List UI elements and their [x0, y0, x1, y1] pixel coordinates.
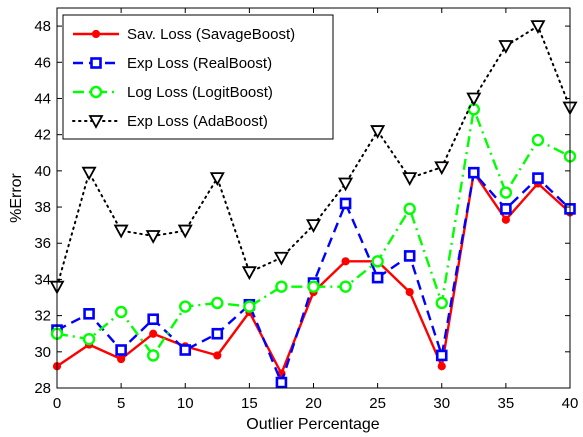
x-tick-label: 5 — [117, 395, 125, 412]
data-point — [499, 186, 513, 199]
data-point — [339, 197, 352, 210]
data-point — [209, 172, 225, 186]
legend-label: Exp Loss (AdaBoost) — [127, 113, 268, 130]
x-tick-label: 20 — [305, 395, 322, 412]
y-tick-label: 32 — [34, 308, 51, 325]
data-point — [275, 280, 288, 293]
legend-item: Log Loss (LogitBoost) — [73, 84, 273, 101]
data-point — [115, 344, 127, 356]
y-axis-label: %Error — [8, 172, 25, 222]
data-point — [275, 376, 288, 389]
data-point — [211, 296, 224, 310]
data-point — [179, 300, 192, 313]
x-tick-label: 15 — [241, 395, 258, 412]
legend-marker — [91, 29, 101, 39]
data-point — [341, 257, 350, 266]
data-point — [149, 329, 158, 338]
data-point — [146, 349, 160, 362]
data-point — [339, 280, 352, 293]
data-point — [81, 166, 97, 181]
legend-label: Log Loss (LogitBoost) — [127, 84, 273, 101]
y-tick-label: 44 — [34, 90, 51, 107]
series-layer — [49, 20, 578, 389]
data-point — [114, 305, 128, 319]
x-tick-label: 40 — [562, 395, 579, 412]
data-point — [437, 362, 446, 371]
data-point — [338, 177, 354, 192]
data-point — [402, 172, 418, 186]
legend-label: Sav. Loss (SavageBoost) — [127, 26, 295, 43]
data-point — [211, 327, 224, 340]
data-point — [466, 92, 482, 107]
data-point — [403, 250, 416, 262]
data-point — [532, 172, 544, 184]
data-point — [83, 308, 95, 320]
x-tick-label: 10 — [177, 395, 194, 412]
y-tick-label: 36 — [34, 235, 51, 252]
legend-marker — [90, 57, 102, 69]
legend-item: Exp Loss (AdaBoost) — [72, 113, 268, 130]
data-point — [305, 219, 322, 234]
data-point — [435, 296, 448, 310]
data-point — [243, 300, 256, 313]
data-point — [498, 40, 514, 54]
y-tick-label: 46 — [34, 54, 51, 71]
x-tick-label: 25 — [369, 395, 386, 412]
data-point — [113, 224, 129, 239]
y-tick-label: 30 — [34, 344, 51, 361]
data-point — [117, 354, 126, 364]
data-point — [82, 332, 96, 346]
data-point — [307, 280, 320, 293]
y-tick-label: 48 — [34, 18, 51, 35]
legend: Sav. Loss (SavageBoost) Exp Loss (RealBoo… — [62, 14, 334, 140]
data-point — [434, 161, 450, 176]
data-point — [468, 166, 480, 179]
legend-item: Sav. Loss (SavageBoost) — [73, 26, 295, 43]
y-tick-label: 42 — [34, 127, 51, 144]
y-tick-label: 34 — [34, 271, 51, 288]
data-point — [370, 125, 386, 139]
data-point — [213, 351, 222, 360]
ticks-layer: 0 5 10 15 20 25 30 35 40 28 30 32 34 36 38 40 42 44 46 48 — [34, 8, 578, 412]
y-tick-label: 38 — [34, 199, 51, 216]
x-axis-label: Outlier Percentage — [246, 416, 380, 433]
data-point — [177, 224, 193, 239]
x-tick-label: 30 — [433, 395, 450, 412]
x-tick-label: 35 — [498, 395, 515, 412]
data-point — [147, 313, 159, 326]
data-point — [241, 266, 257, 281]
data-point — [501, 215, 510, 224]
legend-label: Exp Loss (RealBoost) — [127, 55, 272, 72]
y-tick-label: 28 — [34, 380, 51, 397]
data-point — [500, 203, 512, 215]
legend-item: Exp Loss (RealBoost) — [73, 55, 272, 72]
data-point — [403, 202, 416, 216]
data-point — [145, 230, 161, 244]
data-point — [435, 349, 448, 362]
x-tick-label: 0 — [53, 395, 61, 412]
series-exp-loss-adaboost — [49, 20, 578, 295]
data-point — [530, 20, 546, 34]
legend-marker — [88, 115, 104, 129]
data-point — [179, 344, 192, 356]
legend-marker — [89, 85, 103, 99]
data-point — [371, 255, 384, 268]
data-point — [531, 133, 545, 147]
data-point — [371, 271, 384, 284]
legend-box — [62, 14, 334, 140]
data-point — [405, 287, 414, 297]
data-point — [273, 251, 289, 266]
y-tick-label: 40 — [34, 163, 51, 180]
